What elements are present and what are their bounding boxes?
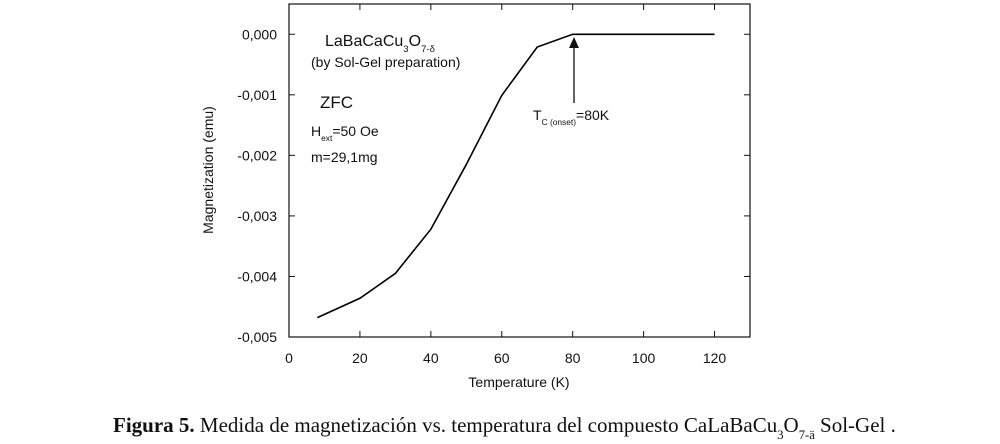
x-tick-label: 120 — [703, 350, 727, 366]
text-run: H — [311, 123, 321, 139]
subscript: 7-δ — [421, 44, 435, 55]
x-tick-label: 20 — [352, 350, 368, 366]
y-tick-label: -0,005 — [237, 329, 277, 345]
subscript: C (onset) — [542, 117, 577, 127]
compound-label: LaBaCaCu3O7-δ — [325, 33, 435, 55]
text-run: T — [533, 107, 542, 123]
caption-label: Figura 5. — [113, 413, 195, 437]
text-run: Medida de magnetización vs. temperatura … — [195, 413, 778, 437]
tc-arrowhead — [569, 37, 579, 48]
text-run: O — [784, 413, 799, 437]
text-run: O — [409, 33, 421, 50]
subscript: 3 — [403, 44, 408, 55]
field-label: Hext=50 Oe — [311, 123, 379, 143]
mode-label: ZFC — [320, 93, 353, 112]
y-tick-label: -0,002 — [237, 147, 277, 163]
subscript: 3 — [777, 428, 783, 442]
x-tick-label: 60 — [494, 350, 510, 366]
caption: Figura 5. Medida de magnetización vs. te… — [113, 413, 896, 442]
text-run: Sol-Gel . — [815, 413, 896, 437]
x-tick-label: 40 — [423, 350, 439, 366]
y-axis-label: Magnetization (emu) — [200, 106, 216, 234]
y-tick-label: 0,000 — [242, 26, 277, 42]
plot-frame — [288, 3, 751, 338]
subscript: 7-ä — [799, 428, 815, 442]
x-tick-label: 100 — [632, 350, 656, 366]
data-line — [317, 33, 715, 319]
text-run: LaBaCaCu — [325, 33, 403, 50]
x-tick-label: 80 — [565, 350, 581, 366]
y-tick-label: -0,001 — [237, 87, 277, 103]
y-tick-label: -0,004 — [237, 268, 277, 284]
mass-label: m=29,1mg — [311, 149, 378, 165]
x-axis-label: Temperature (K) — [468, 374, 569, 390]
subscript: ext — [321, 133, 333, 143]
x-tick-label: 0 — [285, 350, 293, 366]
tc-label: TC (onset)=80K — [533, 107, 610, 127]
text-run: =50 Oe — [332, 123, 379, 139]
method-label: (by Sol-Gel preparation) — [311, 54, 460, 70]
y-tick-label: -0,003 — [237, 208, 277, 224]
text-run: =80K — [576, 107, 610, 123]
